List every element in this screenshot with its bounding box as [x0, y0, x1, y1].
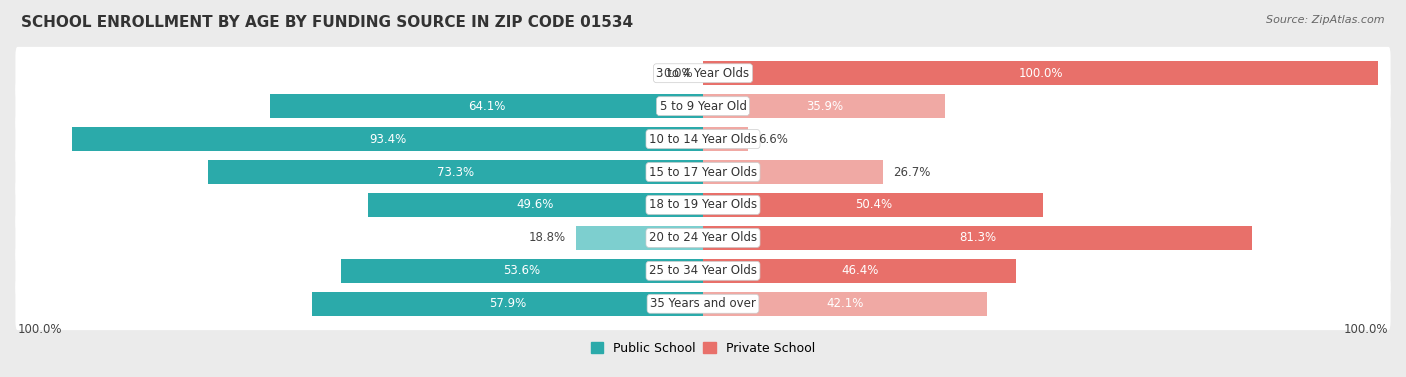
- Bar: [703, 259, 1017, 283]
- Text: 49.6%: 49.6%: [517, 198, 554, 211]
- Bar: [703, 94, 945, 118]
- Text: 64.1%: 64.1%: [468, 100, 505, 113]
- Text: 5 to 9 Year Old: 5 to 9 Year Old: [659, 100, 747, 113]
- Text: 25 to 34 Year Olds: 25 to 34 Year Olds: [650, 264, 756, 277]
- Bar: [703, 160, 883, 184]
- Bar: [208, 160, 703, 184]
- Text: 81.3%: 81.3%: [959, 231, 995, 244]
- Bar: [368, 193, 703, 217]
- Text: 18.8%: 18.8%: [529, 231, 565, 244]
- Text: 100.0%: 100.0%: [1018, 67, 1063, 80]
- Bar: [72, 127, 703, 151]
- Text: 35 Years and over: 35 Years and over: [650, 297, 756, 310]
- Text: 53.6%: 53.6%: [503, 264, 540, 277]
- Text: 3 to 4 Year Olds: 3 to 4 Year Olds: [657, 67, 749, 80]
- Text: 93.4%: 93.4%: [368, 133, 406, 146]
- Legend: Public School, Private School: Public School, Private School: [586, 337, 820, 360]
- Text: 18 to 19 Year Olds: 18 to 19 Year Olds: [650, 198, 756, 211]
- Text: 100.0%: 100.0%: [1344, 323, 1389, 336]
- Bar: [703, 292, 987, 316]
- FancyBboxPatch shape: [15, 146, 1391, 198]
- Text: 10 to 14 Year Olds: 10 to 14 Year Olds: [650, 133, 756, 146]
- Bar: [312, 292, 703, 316]
- Bar: [342, 259, 703, 283]
- Text: 57.9%: 57.9%: [489, 297, 526, 310]
- Bar: [703, 193, 1043, 217]
- Text: 20 to 24 Year Olds: 20 to 24 Year Olds: [650, 231, 756, 244]
- FancyBboxPatch shape: [15, 245, 1391, 297]
- Text: 6.6%: 6.6%: [758, 133, 787, 146]
- Bar: [703, 127, 748, 151]
- Text: 73.3%: 73.3%: [437, 166, 474, 179]
- FancyBboxPatch shape: [15, 113, 1391, 166]
- Bar: [270, 94, 703, 118]
- FancyBboxPatch shape: [15, 47, 1391, 100]
- FancyBboxPatch shape: [15, 179, 1391, 231]
- Text: 0.0%: 0.0%: [664, 67, 693, 80]
- Bar: [576, 226, 703, 250]
- FancyBboxPatch shape: [15, 80, 1391, 132]
- Text: 15 to 17 Year Olds: 15 to 17 Year Olds: [650, 166, 756, 179]
- FancyBboxPatch shape: [15, 277, 1391, 330]
- Bar: [703, 61, 1378, 85]
- Text: 100.0%: 100.0%: [17, 323, 62, 336]
- Bar: [703, 226, 1253, 250]
- Text: 35.9%: 35.9%: [806, 100, 842, 113]
- Text: 46.4%: 46.4%: [841, 264, 879, 277]
- Text: Source: ZipAtlas.com: Source: ZipAtlas.com: [1267, 15, 1385, 25]
- Text: 42.1%: 42.1%: [827, 297, 863, 310]
- Text: 50.4%: 50.4%: [855, 198, 891, 211]
- FancyBboxPatch shape: [15, 211, 1391, 264]
- Text: 26.7%: 26.7%: [893, 166, 931, 179]
- Text: SCHOOL ENROLLMENT BY AGE BY FUNDING SOURCE IN ZIP CODE 01534: SCHOOL ENROLLMENT BY AGE BY FUNDING SOUR…: [21, 15, 633, 30]
